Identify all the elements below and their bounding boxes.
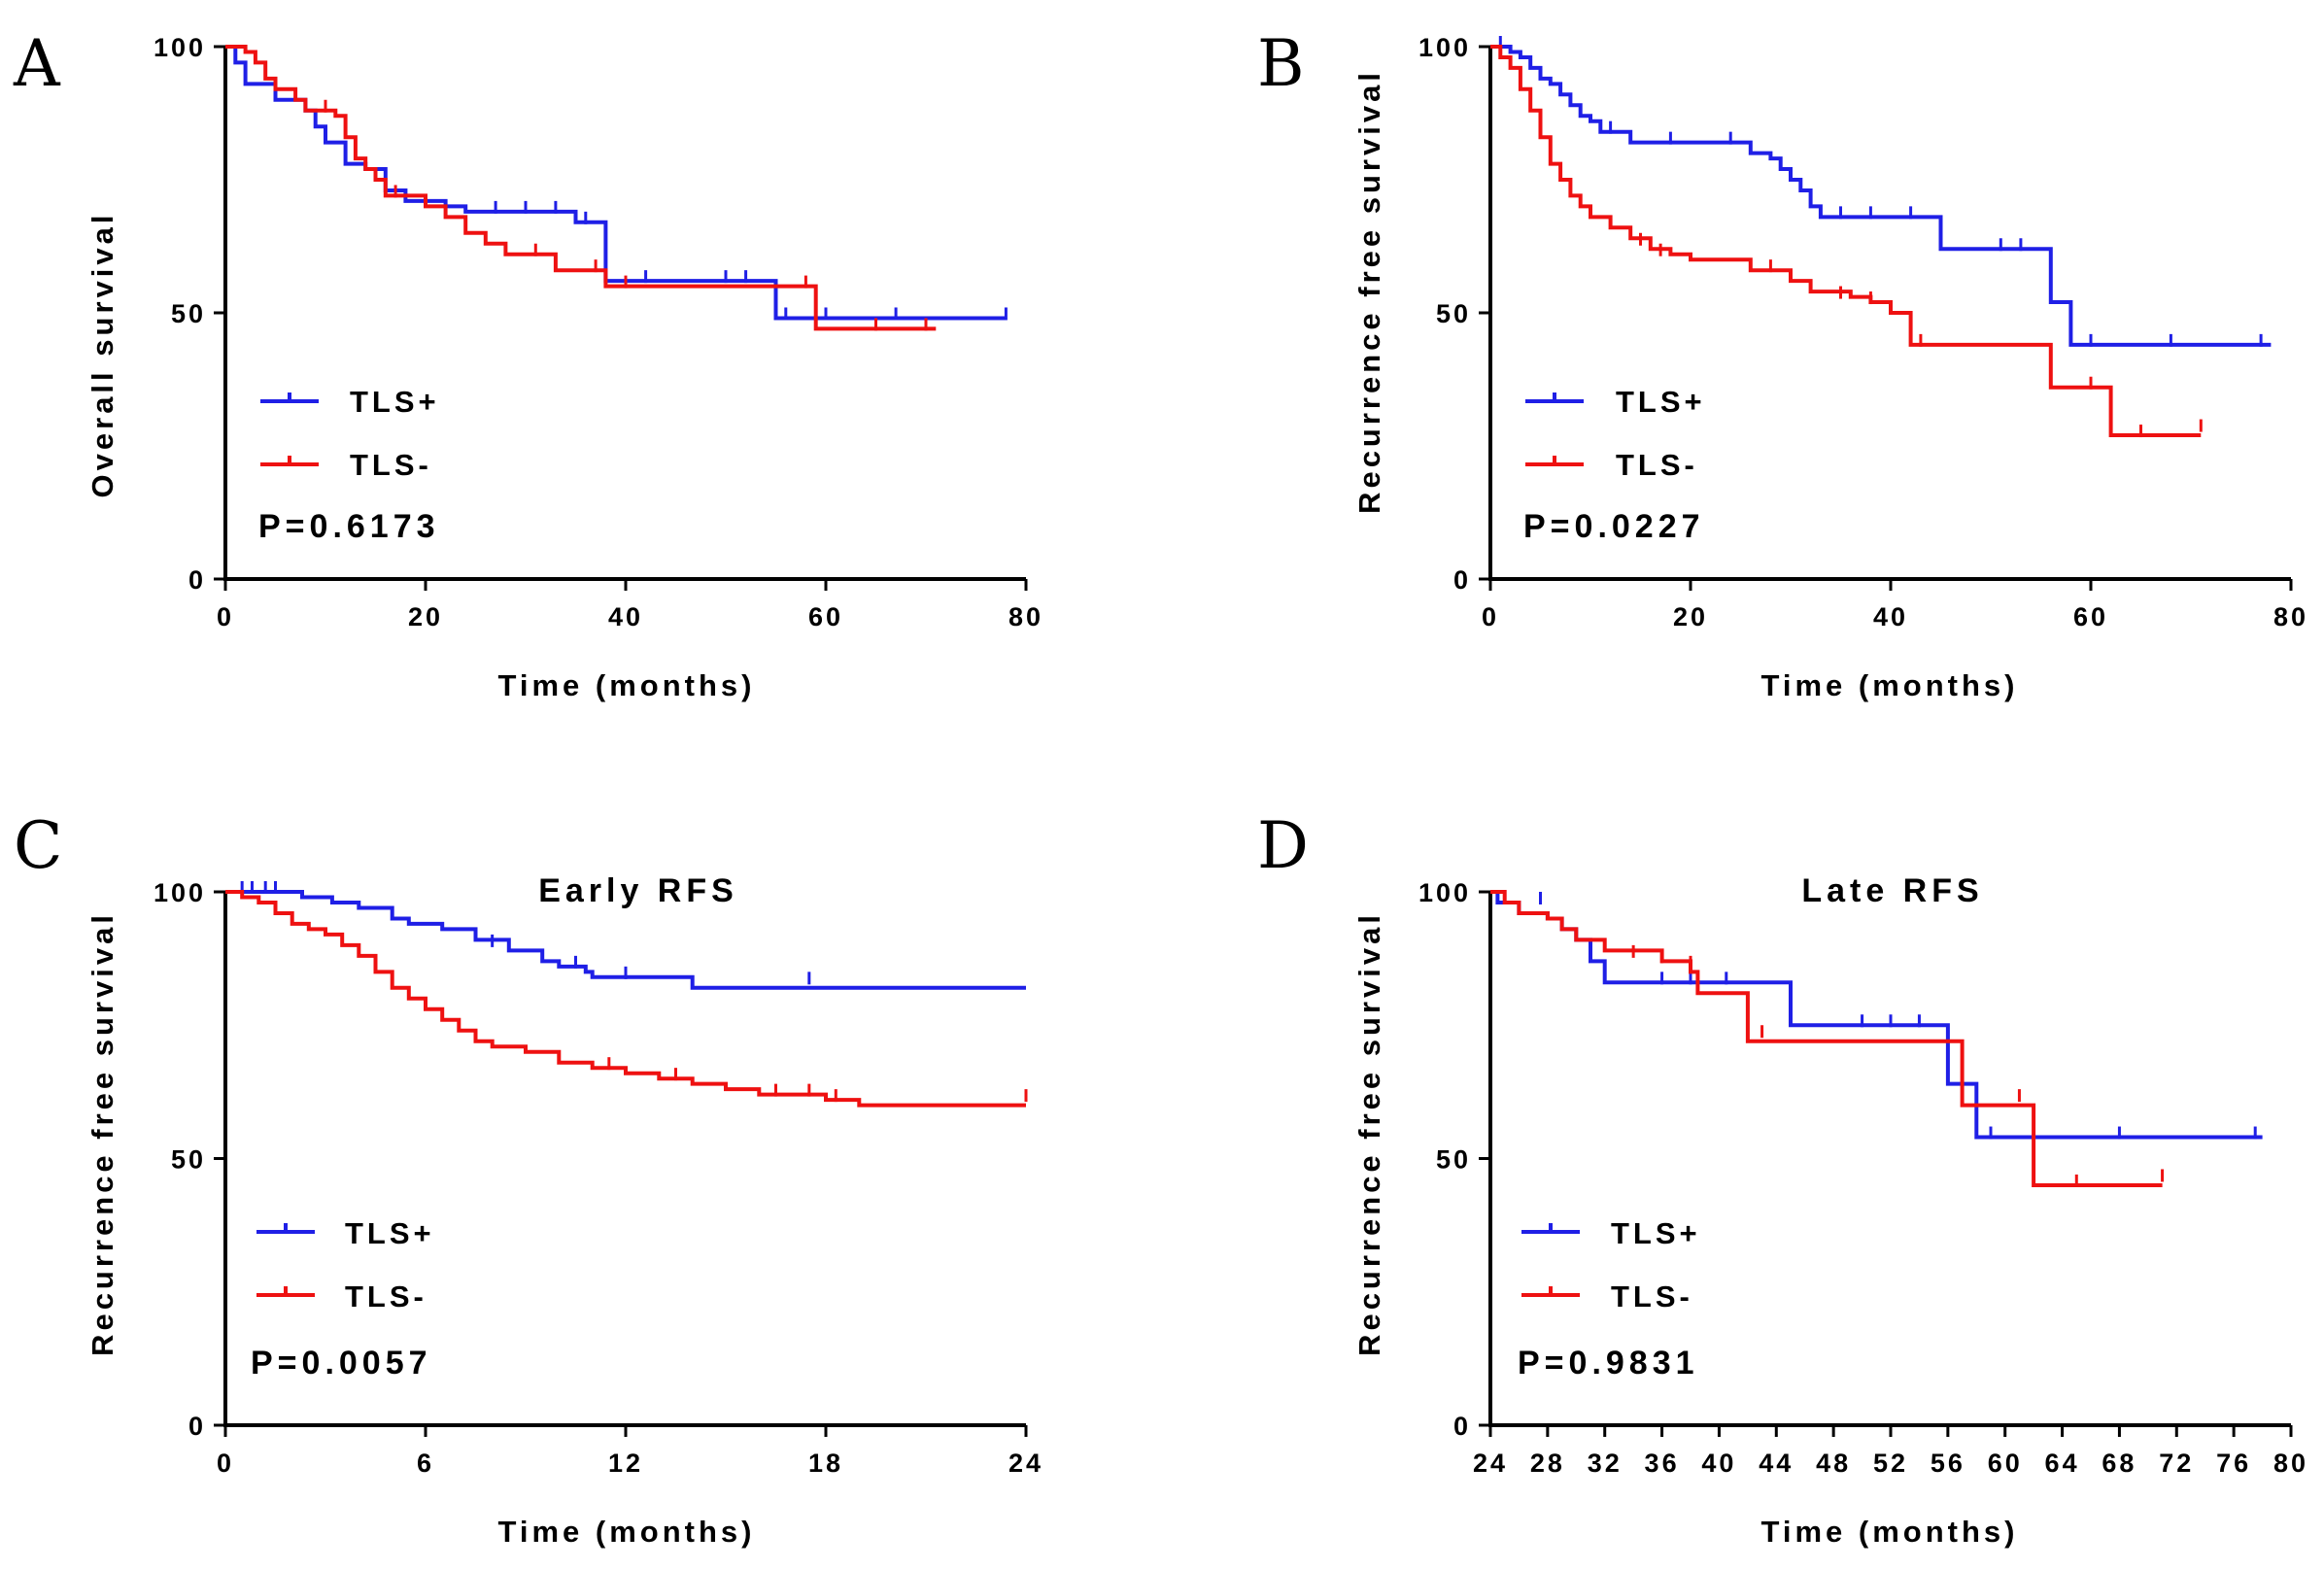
survival-curve bbox=[225, 45, 1007, 321]
x-tick-label: 20 bbox=[1673, 602, 1708, 631]
series-tls-negative bbox=[1490, 45, 2203, 438]
survival-curve bbox=[1490, 45, 2202, 437]
legend: TLS+ TLS- bbox=[256, 1216, 435, 1313]
legend-label-tls-positive: TLS+ bbox=[350, 385, 440, 419]
legend: TLS+ TLS- bbox=[1521, 1216, 1701, 1313]
legend-label-tls-positive: TLS+ bbox=[1616, 385, 1706, 419]
x-axis-title: Time (months) bbox=[498, 668, 756, 702]
x-tick-label: 52 bbox=[1873, 1449, 1908, 1478]
panel-letter-c: C bbox=[14, 808, 63, 883]
y-tick-label: 0 bbox=[1453, 565, 1471, 595]
y-tick-label: 50 bbox=[1436, 299, 1471, 328]
x-tick-label: 60 bbox=[1988, 1449, 2023, 1478]
x-tick-label: 32 bbox=[1588, 1449, 1623, 1478]
y-axis-title: Recurrence free survival bbox=[1352, 69, 1386, 514]
panel-letter-d: D bbox=[1257, 808, 1309, 883]
y-tick-label: 0 bbox=[188, 565, 206, 595]
chart-title: Early RFS bbox=[538, 872, 738, 909]
series-tls-positive bbox=[1490, 36, 2272, 347]
x-tick-label: 44 bbox=[1759, 1449, 1794, 1478]
survival-curve bbox=[1490, 890, 2163, 1187]
x-tick-label: 18 bbox=[808, 1449, 843, 1478]
legend-label-tls-negative: TLS- bbox=[350, 448, 432, 482]
axes: 0 20 40 60 80 0 50 100 bbox=[154, 33, 1043, 631]
y-tick-label: 0 bbox=[188, 1412, 206, 1441]
x-tick-label: 64 bbox=[2045, 1449, 2080, 1478]
axes: 0 6 12 18 24 0 50 100 bbox=[154, 878, 1043, 1478]
x-axis-title: Time (months) bbox=[498, 1515, 756, 1549]
y-tick-label: 50 bbox=[171, 299, 206, 328]
legend-label-tls-positive: TLS+ bbox=[1611, 1216, 1701, 1250]
panel-a: A Overall survival Time (months) 0 20 40 60… bbox=[13, 26, 1043, 702]
x-tick-label: 68 bbox=[2102, 1449, 2136, 1478]
legend-label-tls-negative: TLS- bbox=[1611, 1279, 1693, 1313]
y-tick-label: 100 bbox=[1418, 33, 1471, 62]
survival-curve bbox=[225, 45, 937, 331]
x-tick-label: 40 bbox=[1873, 602, 1908, 631]
chart-title: Late RFS bbox=[1801, 872, 1983, 909]
x-axis-title: Time (months) bbox=[1761, 1515, 2019, 1549]
x-tick-label: 76 bbox=[2216, 1449, 2251, 1478]
x-tick-label: 80 bbox=[2273, 1449, 2308, 1478]
y-tick-label: 50 bbox=[171, 1145, 206, 1175]
p-value: P=0.6173 bbox=[258, 508, 440, 545]
x-tick-label: 40 bbox=[608, 602, 643, 631]
axes: 0 20 40 60 80 0 50 100 bbox=[1418, 33, 2308, 631]
panel-letter-b: B bbox=[1257, 26, 1305, 101]
y-tick-label: 100 bbox=[1418, 878, 1471, 907]
legend-label-tls-positive: TLS+ bbox=[345, 1216, 435, 1250]
x-tick-label: 60 bbox=[808, 602, 843, 631]
survival-curve bbox=[1490, 45, 2272, 347]
panel-d: D Recurrence free survival Time (months)… bbox=[1257, 808, 2308, 1549]
x-tick-label: 28 bbox=[1530, 1449, 1565, 1478]
x-tick-label: 0 bbox=[217, 1449, 234, 1478]
x-tick-label: 0 bbox=[1482, 602, 1499, 631]
p-value: P=0.9831 bbox=[1518, 1345, 1699, 1381]
y-axis-title: Overall survival bbox=[85, 212, 120, 498]
y-axis-title: Recurrence free survival bbox=[85, 911, 120, 1356]
y-tick-label: 50 bbox=[1436, 1145, 1471, 1175]
survival-curve bbox=[225, 890, 1026, 1108]
x-tick-label: 36 bbox=[1645, 1449, 1680, 1478]
legend-label-tls-negative: TLS- bbox=[345, 1279, 427, 1313]
panel-letter-a: A bbox=[13, 26, 61, 101]
series-tls-negative bbox=[225, 45, 937, 331]
axes: 24 28 32 36 40 44 48 52 56 60 64 68 72 76 80 0 50 100 bbox=[1418, 878, 2308, 1478]
series-tls-positive bbox=[1490, 890, 2263, 1140]
x-tick-label: 12 bbox=[608, 1449, 643, 1478]
legend: TLS+ TLS- bbox=[260, 385, 440, 482]
x-tick-label: 80 bbox=[1008, 602, 1043, 631]
series-tls-negative bbox=[1490, 890, 2165, 1187]
series-tls-negative bbox=[225, 890, 1028, 1108]
x-tick-label: 72 bbox=[2159, 1449, 2194, 1478]
y-axis-title: Recurrence free survival bbox=[1352, 911, 1386, 1356]
x-tick-label: 48 bbox=[1816, 1449, 1851, 1478]
x-tick-label: 80 bbox=[2273, 602, 2308, 631]
y-tick-label: 100 bbox=[154, 33, 206, 62]
panel-c: C Recurrence free survival Time (months)… bbox=[14, 808, 1043, 1549]
y-tick-label: 0 bbox=[1453, 1412, 1471, 1441]
p-value: P=0.0227 bbox=[1523, 508, 1705, 545]
x-tick-label: 56 bbox=[1931, 1449, 1965, 1478]
x-tick-label: 24 bbox=[1008, 1449, 1043, 1478]
x-axis-title: Time (months) bbox=[1761, 668, 2019, 702]
legend: TLS+ TLS- bbox=[1525, 385, 1706, 482]
p-value: P=0.0057 bbox=[251, 1345, 432, 1381]
x-tick-label: 24 bbox=[1473, 1449, 1508, 1478]
x-tick-label: 0 bbox=[217, 602, 234, 631]
x-tick-label: 20 bbox=[408, 602, 443, 631]
legend-label-tls-negative: TLS- bbox=[1616, 448, 1698, 482]
x-tick-label: 60 bbox=[2073, 602, 2108, 631]
series-tls-positive bbox=[225, 45, 1008, 321]
y-tick-label: 100 bbox=[154, 878, 206, 907]
panel-b: B Recurrence free survival Time (months)… bbox=[1257, 26, 2308, 702]
x-tick-label: 6 bbox=[417, 1449, 434, 1478]
survival-curve bbox=[1490, 890, 2263, 1140]
survival-curve bbox=[225, 890, 1026, 990]
x-tick-label: 40 bbox=[1701, 1449, 1736, 1478]
